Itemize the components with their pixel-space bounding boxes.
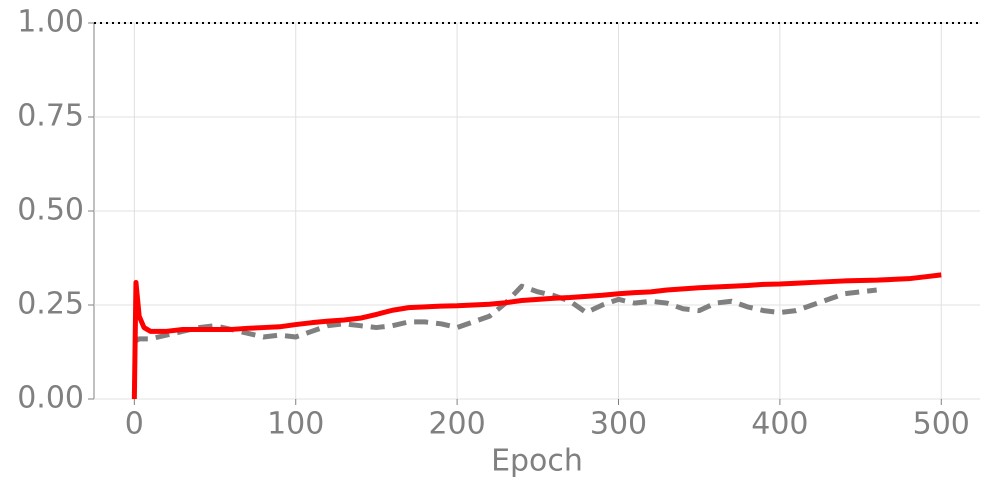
x-tick-label: 100 xyxy=(267,407,324,442)
x-tick-label: 0 xyxy=(125,407,144,442)
x-tick-label: 500 xyxy=(913,407,970,442)
y-tick-label: 0.50 xyxy=(17,193,84,228)
series-line xyxy=(133,283,878,344)
series-line xyxy=(131,272,942,400)
y-tick-label: 0.00 xyxy=(17,381,84,416)
x-axis-label: Epoch xyxy=(491,444,583,479)
x-tick-label: 300 xyxy=(590,407,647,442)
y-tick-label: 1.00 xyxy=(17,5,84,40)
y-tick-label: 0.25 xyxy=(17,287,84,322)
x-tick-label: 200 xyxy=(428,407,485,442)
x-tick-label: 400 xyxy=(751,407,808,442)
y-tick-label: 0.75 xyxy=(17,99,84,134)
